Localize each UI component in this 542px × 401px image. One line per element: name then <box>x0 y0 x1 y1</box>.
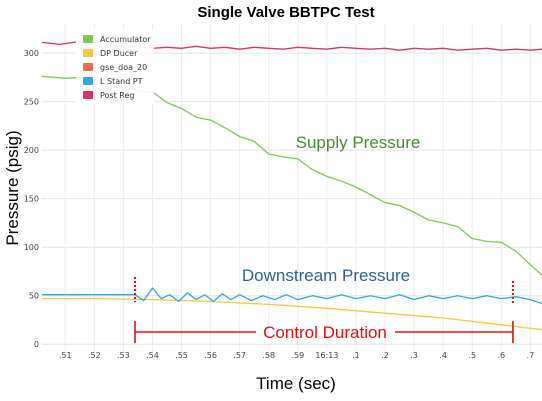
y-tick-label: 250 <box>24 98 39 107</box>
x-tick-label: .58 <box>262 351 275 360</box>
y-tick-label: 200 <box>24 146 39 155</box>
y-tick-label: 300 <box>24 49 39 58</box>
plot-area: 0 50 100 150 200 250 300 .51 .52 .53 .54 .55 .56 .57… <box>24 24 542 360</box>
x-tick-label: 16:13 <box>315 351 338 360</box>
x-tick-label: .52 <box>88 351 101 360</box>
x-tick-label: .51 <box>59 351 72 360</box>
x-tick-label: .6 <box>497 351 505 360</box>
x-tick-label: .53 <box>117 351 130 360</box>
downstream-pressure-label: Downstream Pressure <box>242 266 410 285</box>
y-tick-label: 50 <box>29 292 39 301</box>
y-tick-label: 0 <box>34 340 39 349</box>
x-tick-label: .56 <box>204 351 217 360</box>
legend-swatch <box>83 77 93 85</box>
series-line-dp-ducer <box>42 297 542 331</box>
y-tick-label: 150 <box>24 195 39 204</box>
legend-label: gse_doa_20 <box>100 63 147 72</box>
legend-swatch <box>83 35 93 43</box>
legend-swatch <box>83 49 93 57</box>
x-tick-label: .59 <box>291 351 304 360</box>
x-tick-label: .4 <box>439 351 447 360</box>
x-tick-label: .5 <box>468 351 476 360</box>
x-tick-label: .7 <box>527 351 535 360</box>
x-tick-label: .2 <box>381 351 389 360</box>
legend-swatch <box>83 91 93 99</box>
control-duration-markers <box>134 277 514 343</box>
legend-label: L Stand PT <box>100 77 143 86</box>
series-line-l-stand-pt <box>42 287 542 305</box>
legend-label: Post Reg <box>100 91 134 100</box>
x-tick-label: .55 <box>175 351 188 360</box>
x-tick-label: .54 <box>146 351 159 360</box>
legend-swatch <box>83 63 93 71</box>
legend: Accumulator DP Ducer gse_doa_20 L Stand PT P… <box>76 30 154 104</box>
control-duration-label: Control Duration <box>263 323 387 342</box>
x-axis-title: Time (sec) <box>256 374 336 393</box>
y-tick-label: 100 <box>24 243 39 252</box>
legend-label: DP Ducer <box>100 49 138 58</box>
y-axis-title: Pressure (psig) <box>3 130 22 245</box>
x-tick-labels: .51 .52 .53 .54 .55 .56 .57 .58 .59 16:13 .1 .2 .3 .4… <box>59 351 534 360</box>
y-tick-labels: 0 50 100 150 200 250 300 <box>24 49 39 349</box>
x-tick-label: .57 <box>233 351 246 360</box>
x-tick-label: .3 <box>410 351 418 360</box>
legend-label: Accumulator <box>100 35 151 44</box>
supply-pressure-label: Supply Pressure <box>296 133 421 152</box>
chart-title: Single Valve BBTPC Test <box>197 4 374 21</box>
x-tick-label: .1 <box>352 351 360 360</box>
